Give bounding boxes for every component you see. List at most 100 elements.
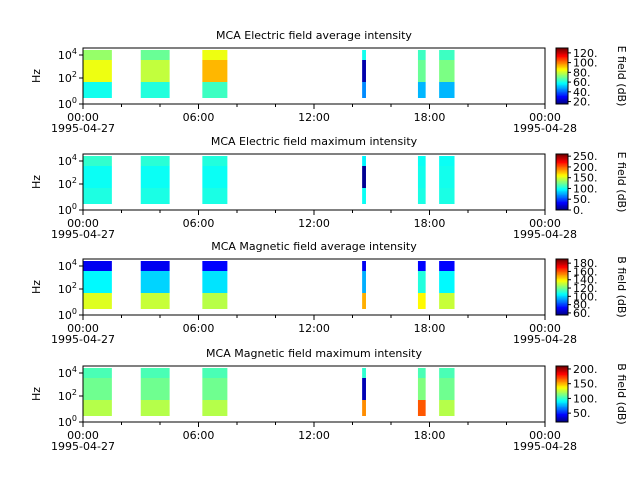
colorbar-step bbox=[556, 55, 568, 57]
colorbar-step bbox=[556, 299, 568, 302]
colorbar-step bbox=[556, 264, 568, 267]
colorbar-step bbox=[556, 274, 568, 277]
colorbar-step bbox=[556, 154, 568, 156]
colorbar-step bbox=[556, 155, 568, 158]
spectrogram-cell bbox=[202, 82, 228, 98]
colorbar-step bbox=[556, 62, 568, 64]
spectrogram-cell bbox=[202, 60, 228, 82]
spectrogram-cell bbox=[140, 368, 170, 378]
spectrogram-cell bbox=[83, 400, 112, 416]
colorbar-step bbox=[556, 408, 568, 410]
data-segment bbox=[417, 156, 426, 204]
y-axis-label: Hz bbox=[30, 387, 43, 401]
spectrogram-cell bbox=[439, 82, 455, 98]
data-segment bbox=[140, 261, 170, 309]
colorbar-step bbox=[556, 59, 568, 62]
colorbar-tick-label: 100. bbox=[573, 392, 598, 405]
colorbar-step bbox=[556, 183, 568, 186]
spectrogram-cell bbox=[439, 271, 455, 293]
colorbar-tick-label: 40. bbox=[573, 86, 591, 99]
x-tick-label: 18:00 bbox=[414, 322, 446, 335]
spectrogram-cell bbox=[362, 378, 366, 400]
colorbar-step bbox=[556, 88, 568, 91]
colorbar: 120.100.80.60.40.20. E field (dB) bbox=[555, 46, 628, 109]
colorbar-step bbox=[556, 368, 568, 371]
y-tick-label: 104 bbox=[58, 365, 77, 380]
data-segment bbox=[140, 156, 170, 204]
spectrogram-cell bbox=[202, 378, 228, 400]
colorbar-step bbox=[556, 271, 568, 274]
colorbar-step bbox=[556, 77, 568, 80]
panel-4: MCA Magnetic field maximum intensity 104 1… bbox=[30, 347, 628, 453]
colorbar-step bbox=[556, 67, 568, 70]
colorbar-step bbox=[556, 266, 568, 268]
colorbar-step bbox=[556, 416, 568, 419]
spectrogram-cell bbox=[417, 293, 426, 309]
colorbar-step bbox=[556, 405, 568, 408]
colorbar-step bbox=[556, 99, 568, 102]
colorbar-step bbox=[556, 282, 568, 285]
data-segment bbox=[439, 50, 455, 98]
y-tick-label: 104 bbox=[58, 153, 77, 168]
colorbar-step bbox=[556, 198, 568, 201]
spectrogram-cell bbox=[417, 271, 426, 293]
colorbar-step bbox=[556, 273, 568, 275]
spectrogram-cell bbox=[140, 293, 170, 309]
colorbar-tick-label: 20. bbox=[573, 96, 591, 109]
x-date-label: 1995-04-27 bbox=[51, 122, 115, 135]
colorbar-label: B field (dB) bbox=[615, 256, 628, 317]
colorbar-step bbox=[556, 97, 568, 99]
colorbar-step bbox=[556, 179, 568, 182]
colorbar-step bbox=[556, 90, 568, 92]
colorbar-step bbox=[556, 204, 568, 207]
colorbar-step bbox=[556, 175, 568, 177]
spectrogram-cell bbox=[362, 60, 366, 82]
x-tick-label: 00:00 bbox=[67, 111, 99, 124]
panel-3: MCA Magnetic field average intensity 104 1… bbox=[30, 240, 628, 346]
data-segment bbox=[202, 50, 228, 98]
colorbar-step bbox=[556, 312, 568, 315]
colorbar-step bbox=[556, 64, 568, 67]
colorbar-step bbox=[556, 277, 568, 280]
colorbar-step bbox=[556, 370, 568, 373]
colorbar-step bbox=[556, 378, 568, 381]
colorbar-step bbox=[556, 385, 568, 388]
data-segment bbox=[83, 368, 112, 416]
colorbar-label: B field (dB) bbox=[615, 363, 628, 424]
colorbar-step bbox=[556, 81, 568, 84]
colorbar-step bbox=[556, 287, 568, 289]
spectrogram-cell bbox=[202, 271, 228, 293]
spectrogram-cell bbox=[140, 60, 170, 82]
spectrogram-cell bbox=[417, 82, 426, 98]
colorbar-step bbox=[556, 280, 568, 282]
spectrogram-cell bbox=[362, 368, 366, 378]
spectrogram-cell bbox=[140, 261, 170, 271]
spectrogram-cell bbox=[202, 293, 228, 309]
y-tick-label: 100 bbox=[58, 307, 77, 322]
colorbar-step bbox=[556, 305, 568, 308]
data-segment bbox=[417, 261, 426, 309]
colorbar-step bbox=[556, 161, 568, 163]
y-tick-label: 102 bbox=[58, 176, 77, 191]
spectrogram-cell bbox=[439, 368, 455, 378]
colorbar-step bbox=[556, 186, 568, 189]
spectrogram-cell bbox=[140, 188, 170, 204]
spectrogram-cell bbox=[439, 50, 455, 60]
spectrogram-cell bbox=[362, 261, 366, 271]
colorbar-step bbox=[556, 295, 568, 298]
spectrogram-cell bbox=[202, 368, 228, 378]
x-tick-label: 06:00 bbox=[183, 322, 215, 335]
colorbar-step bbox=[556, 406, 568, 409]
spectrogram-cell bbox=[83, 293, 112, 309]
colorbar-step bbox=[556, 281, 568, 284]
colorbar-step bbox=[556, 57, 568, 60]
colorbar-step bbox=[556, 384, 568, 387]
colorbar-step bbox=[556, 193, 568, 196]
spectrogram-cell bbox=[83, 60, 112, 82]
x-date-label: 1995-04-28 bbox=[513, 122, 577, 135]
colorbar-step bbox=[556, 303, 568, 306]
colorbar-tick-label: 50. bbox=[573, 193, 591, 206]
colorbar-step bbox=[556, 301, 568, 303]
y-tick-label: 102 bbox=[58, 388, 77, 403]
